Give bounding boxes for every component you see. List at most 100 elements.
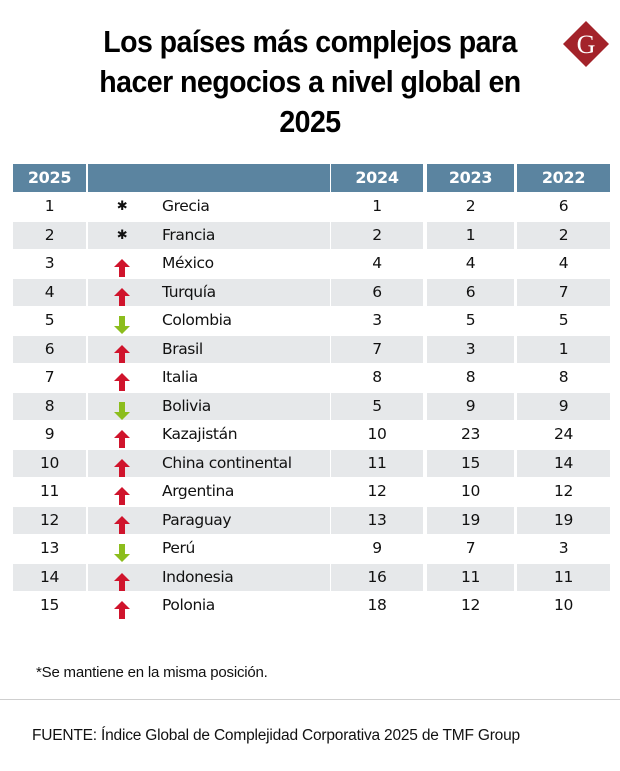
rank-2025: 8 bbox=[13, 392, 86, 420]
arrow-up-icon bbox=[112, 507, 132, 534]
table-header: 2025 2024 2023 2022 bbox=[13, 164, 611, 192]
country-name: Bolivia bbox=[162, 396, 211, 415]
table-row: 4 Turquía 6 6 7 bbox=[13, 278, 611, 307]
source-citation: FUENTE: Índice Global de Complejidad Cor… bbox=[32, 727, 520, 744]
country-name: Indonesia bbox=[162, 567, 234, 586]
arrow-down-icon bbox=[112, 535, 132, 562]
rank-2024: 5 bbox=[331, 392, 423, 420]
table-row: 12 Paraguay 13 19 19 bbox=[13, 506, 611, 535]
country-cell: Brasil bbox=[88, 335, 330, 363]
rank-2025: 7 bbox=[44, 368, 55, 386]
rank-2024: 8 bbox=[372, 368, 382, 386]
rank-2024: 16 bbox=[331, 563, 423, 591]
rank-2023: 15 bbox=[427, 449, 514, 477]
rank-2023: 2 bbox=[465, 197, 476, 215]
divider bbox=[0, 699, 620, 700]
rank-2022: 9 bbox=[517, 392, 610, 420]
rank-2024: 7 bbox=[331, 335, 423, 363]
table-row: 1 ✱ Grecia 1 2 6 bbox=[13, 192, 611, 221]
arrow-up-icon bbox=[112, 592, 132, 619]
arrow-up-icon bbox=[112, 364, 132, 391]
rank-2023: 3 bbox=[427, 335, 514, 363]
rank-2024: 2 bbox=[331, 221, 423, 249]
country-cell: Argentina bbox=[88, 478, 330, 505]
rank-2024: 6 bbox=[331, 278, 423, 306]
rank-2025: 14 bbox=[13, 563, 86, 591]
country-cell: Kazajistán bbox=[88, 421, 330, 448]
country-cell: México bbox=[88, 250, 330, 277]
rank-2022: 8 bbox=[558, 368, 569, 386]
table-row: 7 Italia 8 8 8 bbox=[13, 363, 611, 392]
country-name: China continental bbox=[162, 453, 292, 472]
table-body: 1 ✱ Grecia 1 2 6 2 ✱ Francia 2 1 2 3 México 4 4 4 4 Turquí… bbox=[13, 192, 611, 620]
country-name: Brasil bbox=[162, 339, 203, 358]
rank-2022: 7 bbox=[517, 278, 610, 306]
rank-2022: 6 bbox=[558, 197, 569, 215]
country-name: Italia bbox=[162, 368, 198, 386]
rank-2025: 13 bbox=[40, 539, 59, 557]
rank-2023: 11 bbox=[427, 563, 514, 591]
rank-2025: 4 bbox=[13, 278, 86, 306]
table-row: 10 China continental 11 15 14 bbox=[13, 449, 611, 478]
rank-2025: 9 bbox=[44, 425, 55, 443]
rank-2025: 3 bbox=[44, 254, 55, 272]
country-cell: Paraguay bbox=[88, 506, 330, 534]
rank-2023: 7 bbox=[465, 539, 476, 557]
svg-text:G: G bbox=[577, 30, 596, 59]
arrow-down-icon bbox=[112, 307, 132, 334]
rank-2023: 8 bbox=[465, 368, 476, 386]
arrow-up-icon bbox=[112, 450, 132, 477]
rank-2024: 18 bbox=[367, 596, 387, 614]
rank-2024: 11 bbox=[331, 449, 423, 477]
rank-2023: 12 bbox=[461, 596, 480, 614]
country-cell: Colombia bbox=[88, 307, 330, 334]
rank-2022: 14 bbox=[517, 449, 610, 477]
rank-2022: 10 bbox=[554, 596, 573, 614]
rank-2023: 5 bbox=[465, 311, 476, 329]
footnote: *Se mantiene en la misma posición. bbox=[36, 664, 268, 681]
arrow-up-icon bbox=[112, 279, 132, 306]
rank-2022: 5 bbox=[558, 311, 569, 329]
arrow-up-icon bbox=[112, 421, 132, 448]
country-cell: China continental bbox=[88, 449, 330, 477]
arrow-up-icon bbox=[112, 564, 132, 591]
country-cell: ✱ Francia bbox=[88, 221, 330, 249]
country-name: Argentina bbox=[162, 482, 235, 500]
rank-2022: 2 bbox=[517, 221, 610, 249]
rank-2024: 12 bbox=[367, 482, 387, 500]
header-2025: 2025 bbox=[13, 164, 86, 192]
country-cell: Italia bbox=[88, 364, 330, 391]
rank-2025: 1 bbox=[44, 197, 55, 215]
country-name: Francia bbox=[162, 225, 216, 244]
country-name: Turquía bbox=[162, 282, 216, 301]
country-cell: Perú bbox=[88, 535, 330, 562]
header-2023: 2023 bbox=[427, 164, 514, 192]
arrow-up-icon bbox=[112, 478, 132, 505]
rank-2025: 15 bbox=[40, 596, 59, 614]
ranking-table: 2025 2024 2023 2022 1 ✱ Grecia 1 2 6 2 ✱ Francia… bbox=[13, 164, 611, 620]
rank-2025: 11 bbox=[40, 482, 59, 500]
table-row: 2 ✱ Francia 2 1 2 bbox=[13, 221, 611, 250]
rank-2024: 1 bbox=[372, 197, 382, 215]
rank-2025: 10 bbox=[13, 449, 86, 477]
country-name: Kazajistán bbox=[162, 425, 238, 443]
country-name: Paraguay bbox=[162, 510, 232, 529]
table-row: 8 Bolivia 5 9 9 bbox=[13, 392, 611, 421]
rank-2023: 1 bbox=[427, 221, 514, 249]
header-2024: 2024 bbox=[331, 164, 423, 192]
rank-2024: 4 bbox=[372, 254, 382, 272]
country-cell: Turquía bbox=[88, 278, 330, 306]
rank-2023: 6 bbox=[427, 278, 514, 306]
table-row: 11 Argentina 12 10 12 bbox=[13, 477, 611, 506]
rank-2022: 4 bbox=[558, 254, 569, 272]
rank-2023: 10 bbox=[461, 482, 480, 500]
table-row: 15 Polonia 18 12 10 bbox=[13, 591, 611, 620]
country-cell: Indonesia bbox=[88, 563, 330, 591]
rank-2025: 12 bbox=[13, 506, 86, 534]
rank-2022: 12 bbox=[554, 482, 573, 500]
rank-2022: 3 bbox=[558, 539, 569, 557]
country-cell: Bolivia bbox=[88, 392, 330, 420]
table-row: 9 Kazajistán 10 23 24 bbox=[13, 420, 611, 449]
rank-2023: 23 bbox=[461, 425, 480, 443]
table-row: 6 Brasil 7 3 1 bbox=[13, 335, 611, 364]
